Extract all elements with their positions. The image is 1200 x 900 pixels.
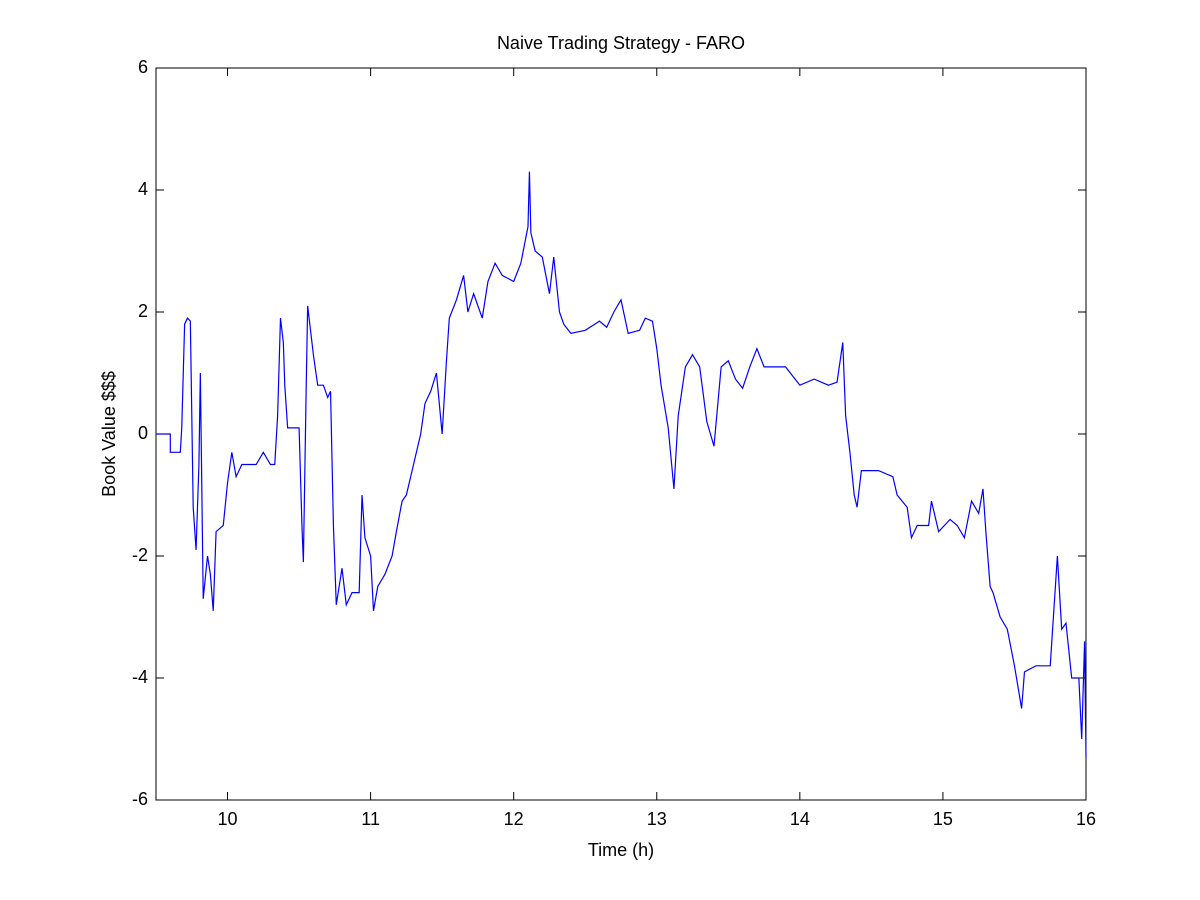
x-tick-label: 10: [218, 809, 238, 829]
y-tick-label: 6: [138, 57, 148, 77]
y-tick-label: 4: [138, 179, 148, 199]
y-tick-label: -4: [132, 667, 148, 687]
chart-title: Naive Trading Strategy - FARO: [497, 33, 745, 53]
x-tick-label: 13: [647, 809, 667, 829]
y-tick-label: 0: [138, 423, 148, 443]
x-tick-label: 12: [504, 809, 524, 829]
x-tick-label: 15: [933, 809, 953, 829]
plot-area: [155, 67, 1087, 801]
data-line: [156, 171, 1087, 758]
x-tick-label: 14: [790, 809, 810, 829]
axes: [156, 67, 1087, 801]
y-tick-label: -2: [132, 545, 148, 565]
y-axis-label: Book Value $$$: [99, 371, 119, 497]
x-tick-label: 11: [361, 809, 380, 829]
y-tick-label: 2: [138, 301, 148, 321]
x-tick-label: 16: [1076, 809, 1096, 829]
y-tick-label: -6: [132, 789, 148, 809]
x-axis-label: Time (h): [588, 840, 654, 860]
